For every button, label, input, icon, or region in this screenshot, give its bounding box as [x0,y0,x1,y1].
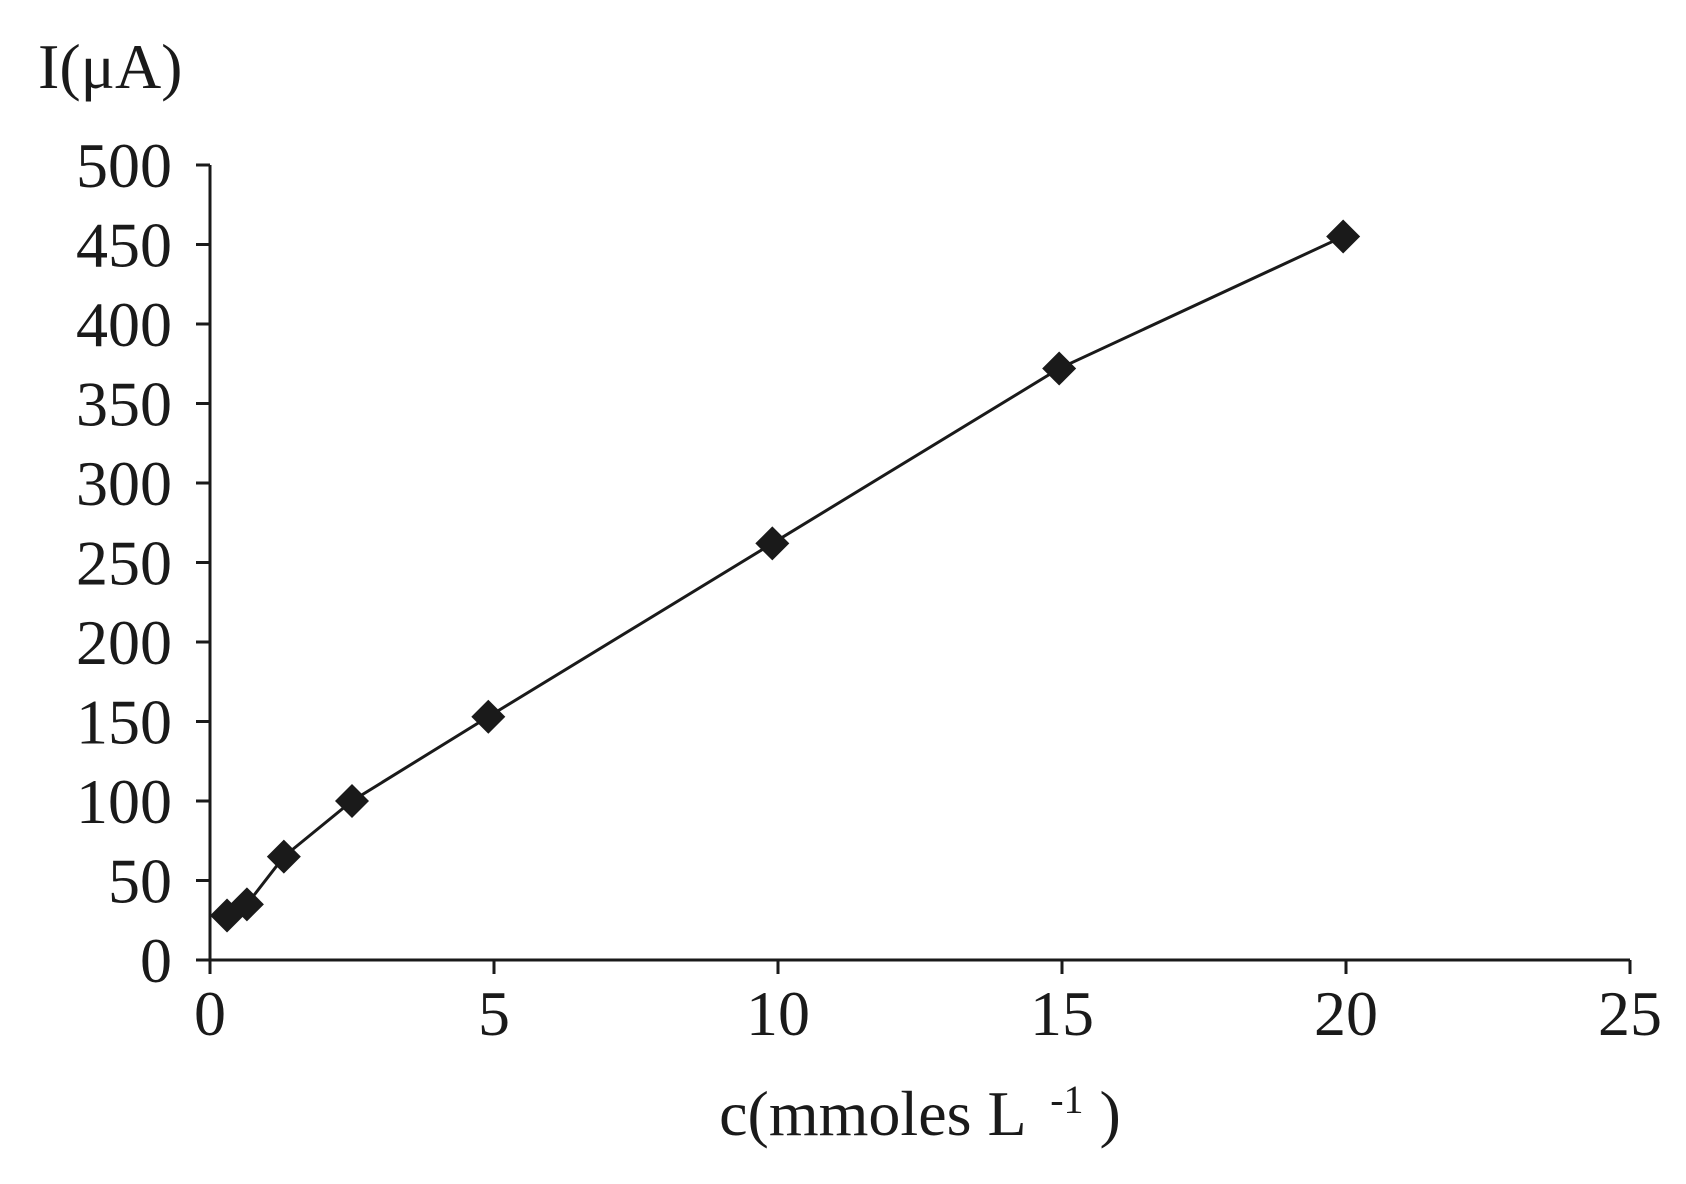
data-point-marker [266,839,301,874]
x-ticks: 0 5 10 15 20 25 [194,960,1662,1049]
y-axis-title-text: I(μA) [38,31,182,102]
data-point-marker [471,699,506,734]
y-ticks: 0 50 100 150 200 250 300 350 400 450 500 [76,130,210,996]
x-tick-label: 5 [478,978,510,1049]
x-tick-label: 0 [194,978,226,1049]
data-point-marker [755,526,790,561]
y-tick-label: 100 [76,766,172,837]
y-tick-label: 150 [76,687,172,758]
x-tick-label: 10 [746,978,810,1049]
y-tick-label: 200 [76,607,172,678]
y-axis-title: I(μA) [38,31,182,102]
x-axis-title-main: c(mmoles L [719,1078,1024,1149]
y-tick-label: 500 [76,130,172,201]
axes [208,165,1630,962]
x-axis-title-superscript: -1 [1050,1077,1083,1122]
data-point-marker [1326,219,1361,254]
y-tick-label: 350 [76,369,172,440]
x-tick-label: 20 [1314,978,1378,1049]
x-tick-label: 25 [1598,978,1662,1049]
data-point-marker [229,887,264,922]
x-axis-title-close: ) [1100,1078,1121,1149]
y-tick-label: 50 [108,846,172,917]
data-point-marker [335,784,369,818]
y-tick-label: 450 [76,210,172,281]
series-line [226,235,1344,917]
series-markers [210,219,1361,933]
y-tick-label: 250 [76,528,172,599]
series-lines [226,235,1344,917]
x-axis-title: c(mmoles L -1 ) [719,1056,1121,1149]
data-point-marker [1042,351,1077,386]
x-tick-label: 15 [1030,978,1094,1049]
y-tick-label: 400 [76,289,172,360]
y-tick-label: 0 [140,925,172,996]
y-tick-label: 300 [76,448,172,519]
